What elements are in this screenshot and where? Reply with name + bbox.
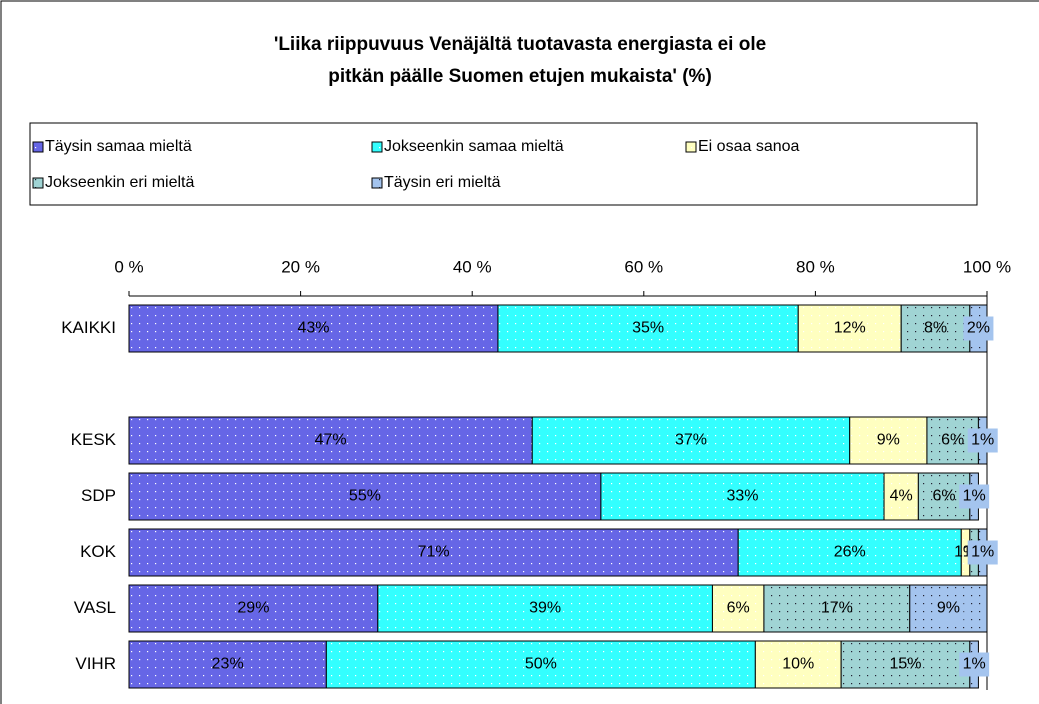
y-tick-label: SDP [81,486,116,505]
bar-segment [737,528,962,577]
x-tick-label: 40 % [453,257,492,276]
label-bg [959,484,990,509]
bar-segment [849,416,928,465]
bar-segment [128,304,499,353]
legend-box [29,122,978,206]
data-label: 8% [924,320,947,337]
bar-segment [128,528,739,577]
chart-title: pitkän päälle Suomen etujen mukaista' (%… [328,66,712,87]
chart-title: 'Liika riippuvuus Venäjältä tuotavasta e… [274,34,766,55]
data-label: 39% [529,600,561,617]
data-label: 1% [963,488,986,505]
data-label: 47% [315,432,347,449]
label-bg [933,596,964,621]
data-label: 71% [418,544,450,561]
bar-segment [128,416,533,465]
label-bg [963,316,994,341]
x-tick-label: 20 % [281,257,320,276]
bar-segment [128,472,602,521]
data-label: 17% [821,600,853,617]
data-label: 1% [963,656,986,673]
legend-swatch [685,141,697,153]
data-label: 4% [890,488,913,505]
x-tick-label: 100 % [963,257,1011,276]
x-tick-label: 60 % [624,257,663,276]
legend-swatch [32,177,44,189]
bar-segment [377,584,713,633]
data-label: 33% [726,488,758,505]
data-label: 15% [889,656,921,673]
bar-segment [600,472,885,521]
legend-label: Jokseenkin samaa mieltä [384,138,564,155]
data-label: 37% [675,432,707,449]
bar-segment [128,584,379,633]
data-label: 10% [782,656,814,673]
data-label: 55% [349,488,381,505]
data-label: 29% [237,600,269,617]
bar-segment [797,304,902,353]
data-label: 23% [212,656,244,673]
y-tick-label: KOK [80,542,117,561]
data-label: 1% [971,432,994,449]
legend-label: Ei osaa sanoa [698,138,800,155]
legend-swatch [32,141,44,153]
data-label: 9% [937,600,960,617]
y-tick-label: VIHR [75,654,116,673]
legend-label: Täysin samaa mieltä [45,138,192,155]
data-label: 43% [297,320,329,337]
bar-segment [900,304,971,353]
label-bg [959,652,990,677]
data-label: 35% [632,320,664,337]
label-bg [967,428,998,453]
data-label: 6% [933,488,956,505]
bar-segment [763,584,911,633]
bar-segment [711,584,765,633]
data-label: 6% [941,432,964,449]
bar-segment [840,640,971,689]
bar-segment [497,304,799,353]
data-label: 1% [971,544,994,561]
x-tick-label: 0 % [114,257,143,276]
data-label: 6% [727,600,750,617]
data-label: 26% [834,544,866,561]
y-tick-label: KESK [71,430,117,449]
data-label: 50% [525,656,557,673]
data-label: 2% [967,320,990,337]
bar-segment [909,584,988,633]
legend-label: Täysin eri mieltä [384,174,501,191]
bar-segment [883,472,919,521]
bar-segment [531,416,851,465]
bar-segment [128,640,327,689]
label-bg [967,540,998,565]
legend-swatch [371,141,383,153]
y-tick-label: KAIKKI [61,318,116,337]
bar-segment [754,640,842,689]
x-tick-label: 80 % [796,257,835,276]
data-label: 12% [834,320,866,337]
legend-swatch [371,177,383,189]
y-tick-label: VASL [74,598,116,617]
legend-label: Jokseenkin eri mieltä [45,174,195,191]
data-label: 9% [877,432,900,449]
